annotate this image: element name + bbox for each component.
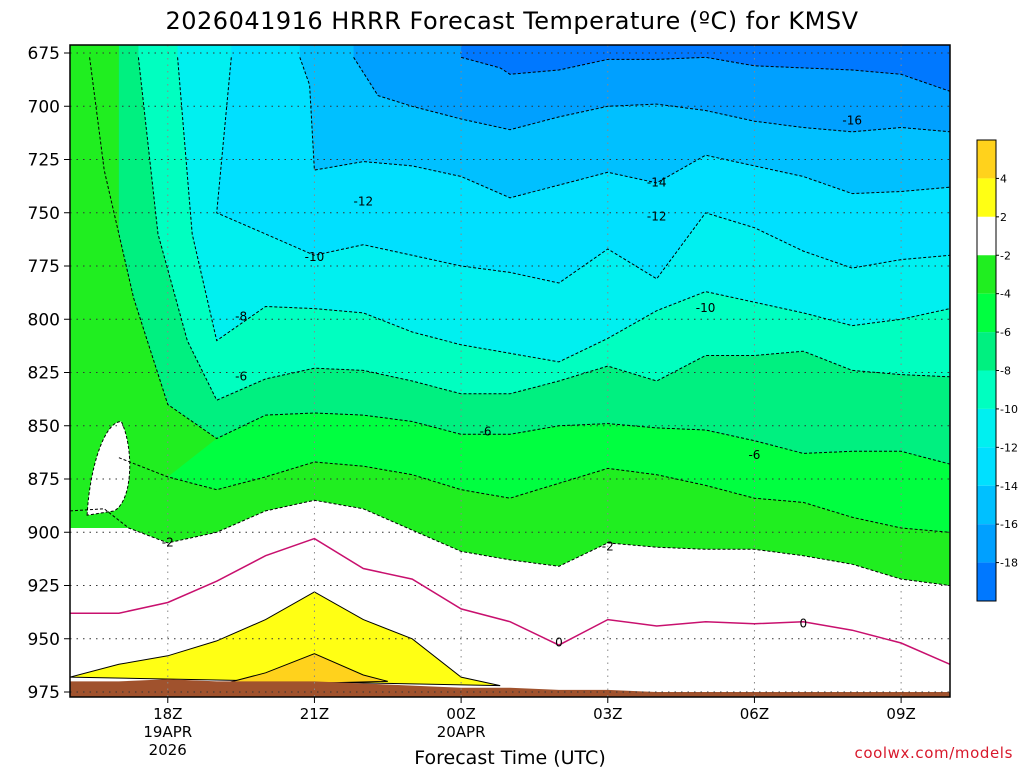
isotherm-minus-16 bbox=[353, 57, 950, 133]
isotherm-minus-10 bbox=[177, 57, 950, 363]
x-tick-label: 2026 bbox=[149, 741, 187, 759]
colorbar-label: 2 bbox=[1000, 211, 1007, 224]
colorbar-swatch bbox=[977, 524, 996, 563]
y-tick-label: 725 bbox=[28, 151, 60, 171]
terrain-layer bbox=[70, 679, 950, 697]
colorbar-label: 4 bbox=[1000, 172, 1007, 185]
grid-layer bbox=[70, 45, 950, 697]
colorbar-label: -16 bbox=[1000, 518, 1018, 531]
isotherm-layer: -16 -14 -12 -12 -10 -10 -8 -6 -6 -6 -2 -2 0 0 bbox=[70, 56, 950, 665]
contour-label: -10 bbox=[696, 301, 716, 315]
chart-title: 2026041916 HRRR Forecast Temperature (ºC… bbox=[165, 7, 858, 35]
isotherm-zero bbox=[70, 537, 950, 665]
contour-label: -6 bbox=[480, 425, 492, 439]
colorbar-swatch bbox=[977, 332, 996, 371]
colorbar-label: -8 bbox=[1000, 365, 1011, 378]
colorbar-label: -4 bbox=[1000, 288, 1011, 301]
plot-frame bbox=[69, 44, 951, 698]
isotherm-minus-4 bbox=[118, 457, 950, 533]
x-tick-label: 06Z bbox=[740, 705, 769, 723]
credit-text: coolwx.com/models bbox=[855, 744, 1014, 762]
y-tick-label: 825 bbox=[28, 364, 60, 384]
colorbar-swatch bbox=[977, 178, 996, 217]
contour-label: -10 bbox=[305, 250, 325, 264]
colorbar-swatch bbox=[977, 485, 996, 525]
colorbar-label: -2 bbox=[1000, 249, 1011, 262]
colorbar-swatch bbox=[977, 408, 996, 448]
colorbar-label: -12 bbox=[1000, 441, 1018, 454]
contour-label: -2 bbox=[602, 540, 614, 554]
colorbar-label: -18 bbox=[1000, 557, 1018, 570]
x-tick-label: 18Z bbox=[153, 705, 182, 723]
isotherm-minus-8 bbox=[137, 57, 950, 401]
colorbar-label: -10 bbox=[1000, 403, 1018, 416]
plot-area: -16 -14 -12 -12 -10 -10 -8 -6 -6 -6 -2 -2 0 0 bbox=[70, 45, 950, 697]
contour-label: 0 bbox=[800, 616, 808, 630]
colorbar-swatch bbox=[977, 562, 996, 601]
y-tick-label: 700 bbox=[28, 97, 60, 117]
contour-label: -16 bbox=[842, 114, 862, 128]
isotherm-minus-12 bbox=[216, 57, 950, 284]
y-tick-label: 875 bbox=[28, 470, 60, 490]
isotherm-minus-2 bbox=[70, 499, 950, 586]
contour-label: -2 bbox=[162, 535, 174, 549]
contour-label: -8 bbox=[235, 310, 247, 324]
contour-label: -6 bbox=[748, 448, 760, 462]
isotherm-minus-18 bbox=[460, 56, 950, 92]
x-axis-label: Forecast Time (UTC) bbox=[414, 747, 605, 768]
fill-pocket-near-zero bbox=[86, 420, 131, 516]
temperature-fill-layer bbox=[70, 45, 950, 697]
colorbar-label: -14 bbox=[1000, 480, 1018, 493]
isotherm-minus-14 bbox=[299, 57, 950, 199]
colorbar-swatch bbox=[977, 255, 996, 294]
colorbar-swatch bbox=[977, 293, 996, 333]
y-tick-label: 850 bbox=[28, 417, 60, 437]
x-tick-label: 09Z bbox=[886, 705, 915, 723]
contour-label: 0 bbox=[555, 636, 563, 650]
x-tick-label: 19APR bbox=[143, 723, 192, 741]
y-tick-label: 775 bbox=[28, 257, 60, 277]
x-tick-label: 03Z bbox=[593, 705, 622, 723]
x-tick-label: 00Z bbox=[446, 705, 475, 723]
y-axis: 675 700 725 750 775 800 825 850 875 900 925 950 975 bbox=[28, 44, 70, 703]
colorbar-swatch bbox=[977, 447, 996, 486]
y-tick-label: 950 bbox=[28, 630, 60, 650]
y-tick-label: 750 bbox=[28, 204, 60, 224]
terrain-surface bbox=[70, 679, 950, 697]
contour-label: -6 bbox=[235, 369, 247, 383]
colorbar-legend: 4 2 -2 -4 -6 -8 -10 -12 -14 -16 -18 bbox=[976, 139, 1018, 602]
colorbar-swatch bbox=[977, 370, 996, 409]
y-tick-label: 925 bbox=[28, 577, 60, 597]
fill-band-left-strip bbox=[70, 45, 217, 528]
isotherm-minus-6 bbox=[89, 57, 950, 465]
colorbar-swatch bbox=[977, 216, 996, 256]
contour-label: -12 bbox=[354, 195, 374, 209]
colorbar-label: -6 bbox=[1000, 326, 1011, 339]
colorbar-swatch bbox=[977, 140, 996, 179]
contour-label: -14 bbox=[647, 175, 667, 189]
y-tick-label: 800 bbox=[28, 310, 60, 330]
contour-label: -12 bbox=[647, 210, 667, 224]
y-tick-label: 900 bbox=[28, 523, 60, 543]
x-tick-label: 20APR bbox=[437, 723, 486, 741]
x-tick-label: 21Z bbox=[300, 705, 329, 723]
fill-band-warm-4 bbox=[216, 653, 388, 687]
y-tick-label: 975 bbox=[28, 683, 60, 703]
y-tick-label: 675 bbox=[28, 44, 60, 64]
